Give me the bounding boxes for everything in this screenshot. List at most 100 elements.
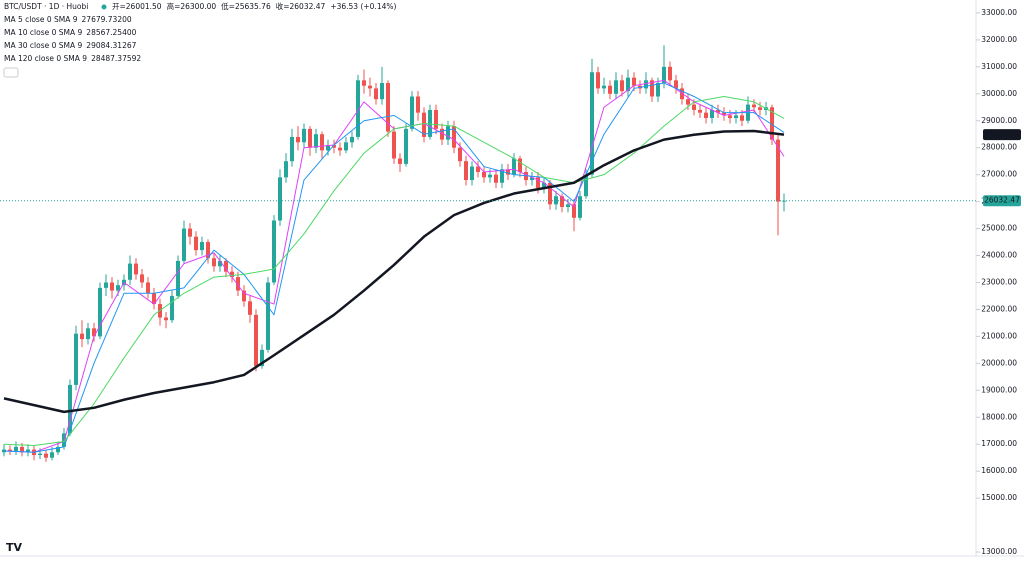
candle-body [494,174,498,183]
ohlc-value: 低=25635.76 [221,1,271,11]
candle-body [140,274,144,283]
candle-body [770,107,774,140]
candle-body [650,80,654,97]
price-label: 26032.47 [984,196,1020,205]
candle-body [398,158,402,164]
candle-body [632,77,636,86]
y-tick-label: 27000.00 [981,170,1017,179]
candle-body [626,77,630,92]
candle-body [320,134,324,151]
candle-body [176,260,180,296]
candle-body [368,85,372,89]
price-label-box [983,195,1021,207]
candle-body [380,83,384,100]
candle-body [386,83,390,132]
candle-body [98,287,102,337]
candle-body [692,104,696,110]
candle-body [20,446,24,453]
candle-body [476,166,480,172]
plot [0,45,976,462]
candle-body [674,80,678,89]
y-tick-label: 18000.00 [981,412,1017,421]
legend-name: MA 30 close 0 SMA 9 [4,41,83,50]
candle-body [422,112,426,137]
candle-body [392,131,396,159]
candle-body [332,145,336,148]
candle-body [290,136,294,162]
candle-body [362,80,366,86]
y-tick-label: 31000.00 [981,62,1017,71]
y-tick-label: 15000.00 [981,493,1017,502]
y-tick-label: 33000.00 [981,8,1017,17]
y-tick-label: 23000.00 [981,277,1017,286]
candle-body [134,263,138,275]
candle-body [584,174,588,197]
candle-body [686,99,690,105]
y-tick-label: 29000.00 [981,116,1017,125]
candle-body [116,285,120,291]
candle-body [668,66,672,81]
candle-body [614,80,618,94]
candle-body [164,317,168,321]
ohlc-value: 收=26032.47 [276,1,326,11]
candle-body [698,109,702,113]
candle-body [602,85,606,89]
chart-title: BTC/USDT · 1D · Huobi [4,2,88,11]
legend-value: 27679.73200 [82,15,132,24]
candle-body [146,282,150,294]
candle-body [338,147,342,151]
legend-value: 28487.37592 [91,54,141,63]
candle-body [242,290,246,302]
candle-body [86,328,90,340]
candle-body [56,446,60,453]
candle-body [224,260,228,272]
candle-body [470,166,474,181]
candle-body [734,115,738,119]
candle-body [776,139,780,202]
collapse-button[interactable] [3,67,19,78]
candle-body [14,446,18,451]
candle-body [182,228,186,261]
candle-body [542,182,546,189]
candle-body [284,161,288,178]
candle-body [128,263,132,280]
candle-body [302,128,306,143]
candle-body [578,196,582,218]
candle-body [350,136,354,143]
candle-body [278,177,282,221]
candle-body [26,449,30,453]
candle-body [68,384,72,434]
candle-body [410,96,414,129]
price-label: 28487.38 [984,130,1020,139]
tv-logo: 𝗧𝗩 [6,541,23,554]
candle-body [482,171,486,178]
candle-body [296,136,300,143]
candle-body [266,282,270,350]
candle-body [236,277,240,291]
candle-body [344,142,348,151]
candle-body [248,301,252,315]
candle-body [44,453,48,458]
candle-body [326,145,330,151]
candle-body [758,107,762,110]
ma-line [3,82,785,453]
legend: BTC/USDT · 1D · Huobi 开=26001.50 高=26300.… [3,1,396,78]
candle-body [518,158,522,172]
candle-body [428,109,432,137]
candle-body [194,236,198,251]
candle-body [512,158,516,175]
candle-body [254,314,258,367]
candle-body [500,169,504,183]
candle-body [620,80,624,92]
candle-body [314,134,318,148]
candle-body [716,109,720,113]
candle-body [8,449,12,451]
candle-body [566,204,570,208]
y-tick-label: 22000.00 [981,304,1017,313]
candle-body [662,66,666,84]
candle-body [440,128,444,140]
candle-body [782,200,786,202]
candle-body [644,80,648,89]
ohlc-value: 高=26300.00 [167,1,217,11]
